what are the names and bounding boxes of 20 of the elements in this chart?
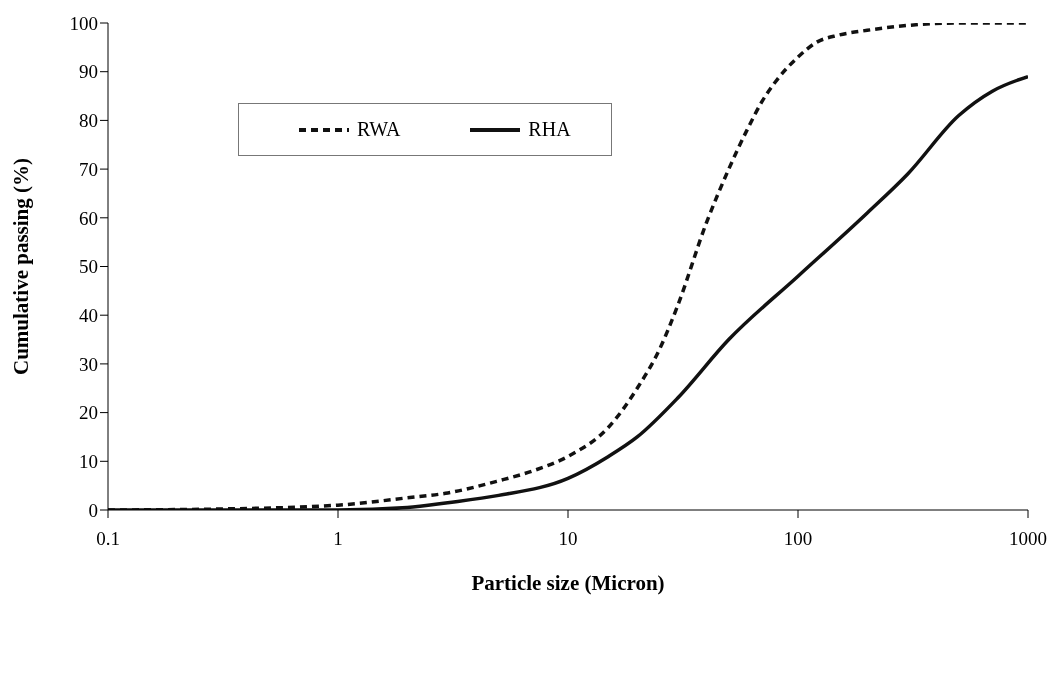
x-tick-label: 1000 (1009, 528, 1047, 550)
x-tick-label: 10 (558, 528, 578, 550)
y-tick-label: 80 (79, 110, 98, 132)
y-tick-label: 50 (79, 256, 98, 278)
y-tick-label: 40 (79, 304, 98, 326)
y-tick-label: 30 (79, 353, 98, 375)
y-tick-label: 70 (79, 158, 98, 180)
x-tick-label: 1 (333, 528, 343, 550)
y-tick-label: 20 (79, 402, 98, 424)
y-tick-label: 60 (79, 207, 98, 229)
legend-label: RWA (357, 118, 401, 141)
x-tick-label: 0.1 (96, 528, 120, 550)
y-tick-label: 90 (79, 61, 98, 83)
x-axis-title: Particle size (Micron) (471, 571, 665, 595)
y-tick-label: 10 (79, 451, 98, 473)
y-tick-label: 0 (88, 499, 98, 521)
legend-label: RHA (528, 118, 571, 141)
y-axis-title: Cumulative passing (%) (9, 157, 34, 376)
x-tick-label: 100 (783, 528, 813, 550)
y-tick-label: 100 (69, 12, 98, 34)
